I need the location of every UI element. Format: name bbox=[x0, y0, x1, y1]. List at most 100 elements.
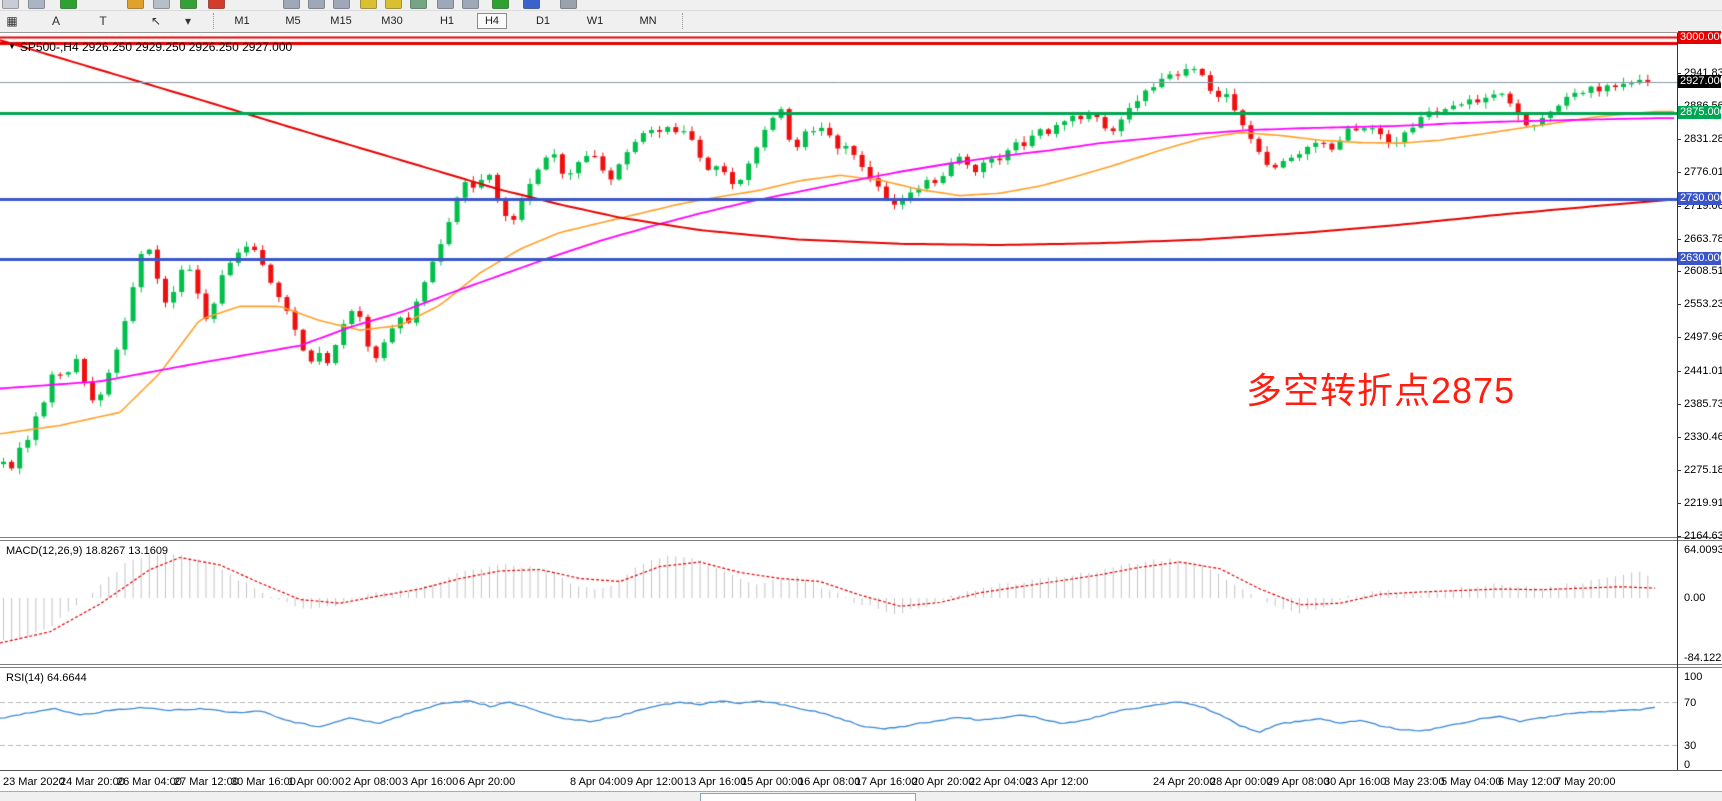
window2-icon[interactable] bbox=[462, 0, 479, 9]
rsi-chart-canvas[interactable] bbox=[0, 668, 1677, 770]
timeframe-button-W1[interactable]: W1 bbox=[586, 15, 604, 27]
time-axis-label: 6 May 12:00 bbox=[1498, 776, 1559, 788]
timeframe-button-M15[interactable]: M15 bbox=[330, 15, 352, 27]
toolbar-separator bbox=[682, 13, 684, 29]
macd-axis-label: 64.0093 bbox=[1684, 544, 1722, 556]
print-icon[interactable] bbox=[153, 0, 170, 9]
text-label-tool-icon[interactable]: A bbox=[51, 14, 60, 28]
price-axis-tick bbox=[1677, 73, 1681, 74]
price-level-badge: 2875.000 bbox=[1678, 106, 1722, 119]
timeframe-button-H4[interactable]: H4 bbox=[477, 13, 507, 29]
main-toolbar bbox=[0, 0, 1722, 11]
tile-vertical-icon[interactable] bbox=[308, 0, 325, 9]
chart-toolbar: ▦ A T ↖ ▾ M1 M5 M15 M30 H1 H4 D1 W1 MN bbox=[0, 11, 1722, 33]
add-indicator-icon[interactable] bbox=[492, 0, 509, 9]
time-axis-label: 13 Apr 16:00 bbox=[684, 776, 747, 788]
price-chart-canvas[interactable] bbox=[0, 33, 1677, 538]
fibonacci-icon[interactable] bbox=[385, 0, 402, 9]
refresh-icon[interactable] bbox=[208, 0, 225, 9]
time-axis-label: 30 Mar 16:00 bbox=[231, 776, 296, 788]
price-axis-label: 2553.235 bbox=[1684, 298, 1722, 310]
scrollbar-thumb[interactable] bbox=[700, 793, 916, 801]
arrows-tool-icon[interactable]: ↖ bbox=[150, 14, 162, 28]
line-tool-icon[interactable] bbox=[360, 0, 377, 9]
chart-title: ▼ SP500-,H4 2926.250 2929.250 2926.250 29… bbox=[8, 40, 292, 54]
timeframe-button-M1[interactable]: M1 bbox=[234, 15, 250, 27]
timeframe-button-M5[interactable]: M5 bbox=[285, 15, 301, 27]
time-axis-label: 27 Mar 12:00 bbox=[174, 776, 239, 788]
price-axis-tick bbox=[1677, 437, 1681, 438]
time-axis-label: 30 Apr 16:00 bbox=[1324, 776, 1387, 788]
time-axis-label: 22 Apr 04:00 bbox=[969, 776, 1032, 788]
macd-chart-canvas[interactable] bbox=[0, 541, 1677, 665]
price-axis-label: 2164.635 bbox=[1684, 530, 1722, 542]
timeframe-button-MN[interactable]: MN bbox=[639, 15, 657, 27]
timeframe-button-H1[interactable]: H1 bbox=[439, 15, 455, 27]
file-menu-icon[interactable] bbox=[2, 0, 19, 9]
rsi-axis-label: 70 bbox=[1684, 697, 1697, 709]
time-axis-label: 8 Apr 04:00 bbox=[570, 776, 627, 788]
price-level-badge: 2730.000 bbox=[1678, 192, 1722, 205]
timeframe-button-D1[interactable]: D1 bbox=[535, 15, 551, 27]
price-axis-line bbox=[1677, 33, 1678, 770]
price-axis-label: 2608.510 bbox=[1684, 265, 1722, 277]
time-axis-label: 28 Apr 00:00 bbox=[1210, 776, 1273, 788]
window-icon[interactable] bbox=[437, 0, 454, 9]
time-axis-label: 15 Apr 00:00 bbox=[741, 776, 804, 788]
text-box-tool-icon[interactable]: T bbox=[99, 14, 107, 28]
cascade-windows-icon[interactable] bbox=[333, 0, 350, 9]
price-axis-tick bbox=[1677, 470, 1681, 471]
price-axis-label: 2776.010 bbox=[1684, 166, 1722, 178]
print-preview-icon[interactable] bbox=[180, 0, 197, 9]
rsi-axis-label: 100 bbox=[1684, 671, 1703, 683]
pane-separator[interactable] bbox=[0, 664, 1722, 668]
chart-scrollbar[interactable] bbox=[0, 791, 1722, 801]
time-axis-label: 16 Apr 08:00 bbox=[798, 776, 861, 788]
price-axis-tick bbox=[1677, 304, 1681, 305]
price-axis-tick bbox=[1677, 206, 1681, 207]
price-axis-tick bbox=[1677, 172, 1681, 173]
time-axis-label: 6 Apr 20:00 bbox=[459, 776, 516, 788]
price-axis-label: 2219.910 bbox=[1684, 497, 1722, 509]
time-axis-label: 20 Apr 20:00 bbox=[912, 776, 975, 788]
calendar-icon[interactable] bbox=[560, 0, 577, 9]
price-axis-tick bbox=[1677, 371, 1681, 372]
time-axis-label: 1 Apr 00:00 bbox=[288, 776, 345, 788]
arrows-dropdown-caret-icon[interactable]: ▾ bbox=[184, 14, 192, 28]
rsi-axis-label: 0 bbox=[1684, 759, 1691, 771]
template-tool-icon[interactable]: ▦ bbox=[6, 14, 18, 28]
pane-separator[interactable] bbox=[0, 537, 1722, 541]
web-icon[interactable] bbox=[523, 0, 540, 9]
price-level-badge: 2630.000 bbox=[1678, 252, 1722, 265]
price-axis-label: 2497.960 bbox=[1684, 331, 1722, 343]
time-axis-label: 24 Mar 20:00 bbox=[60, 776, 125, 788]
time-axis-label: 7 May 20:00 bbox=[1555, 776, 1616, 788]
chart-border bbox=[0, 32, 1722, 33]
grid-icon[interactable] bbox=[410, 0, 427, 9]
new-chart-icon[interactable] bbox=[60, 0, 77, 9]
price-axis-tick bbox=[1677, 139, 1681, 140]
time-axis-label: 23 Mar 2020 bbox=[3, 776, 65, 788]
time-axis-label: 3 May 23:00 bbox=[1384, 776, 1445, 788]
price-axis-tick bbox=[1677, 271, 1681, 272]
time-axis-label: 3 Apr 16:00 bbox=[402, 776, 459, 788]
time-axis-label: 26 Mar 04:00 bbox=[117, 776, 182, 788]
price-axis-tick bbox=[1677, 239, 1681, 240]
price-axis-label: 2441.010 bbox=[1684, 365, 1722, 377]
price-axis-label: 2663.785 bbox=[1684, 233, 1722, 245]
chart-title-text: SP500-,H4 2926.250 2929.250 2926.250 292… bbox=[19, 40, 293, 54]
cursor-icon[interactable] bbox=[127, 0, 144, 9]
price-axis-tick bbox=[1677, 503, 1681, 504]
price-axis-label: 2330.460 bbox=[1684, 431, 1722, 443]
price-axis-tick bbox=[1677, 536, 1681, 537]
chart-annotation-text: 多空转折点2875 bbox=[1246, 370, 1516, 411]
rsi-indicator-label: RSI(14) 64.6644 bbox=[6, 672, 87, 684]
tile-horizontal-icon[interactable] bbox=[283, 0, 300, 9]
time-axis-label: 23 Apr 12:00 bbox=[1026, 776, 1089, 788]
timeframe-button-M30[interactable]: M30 bbox=[381, 15, 403, 27]
symbol-dropdown-icon[interactable]: ▼ bbox=[8, 42, 16, 51]
price-level-badge: 3000.000 bbox=[1678, 31, 1722, 44]
macd-indicator-label: MACD(12,26,9) 18.8267 13.1609 bbox=[6, 545, 169, 557]
zoom-icon[interactable] bbox=[28, 0, 45, 9]
